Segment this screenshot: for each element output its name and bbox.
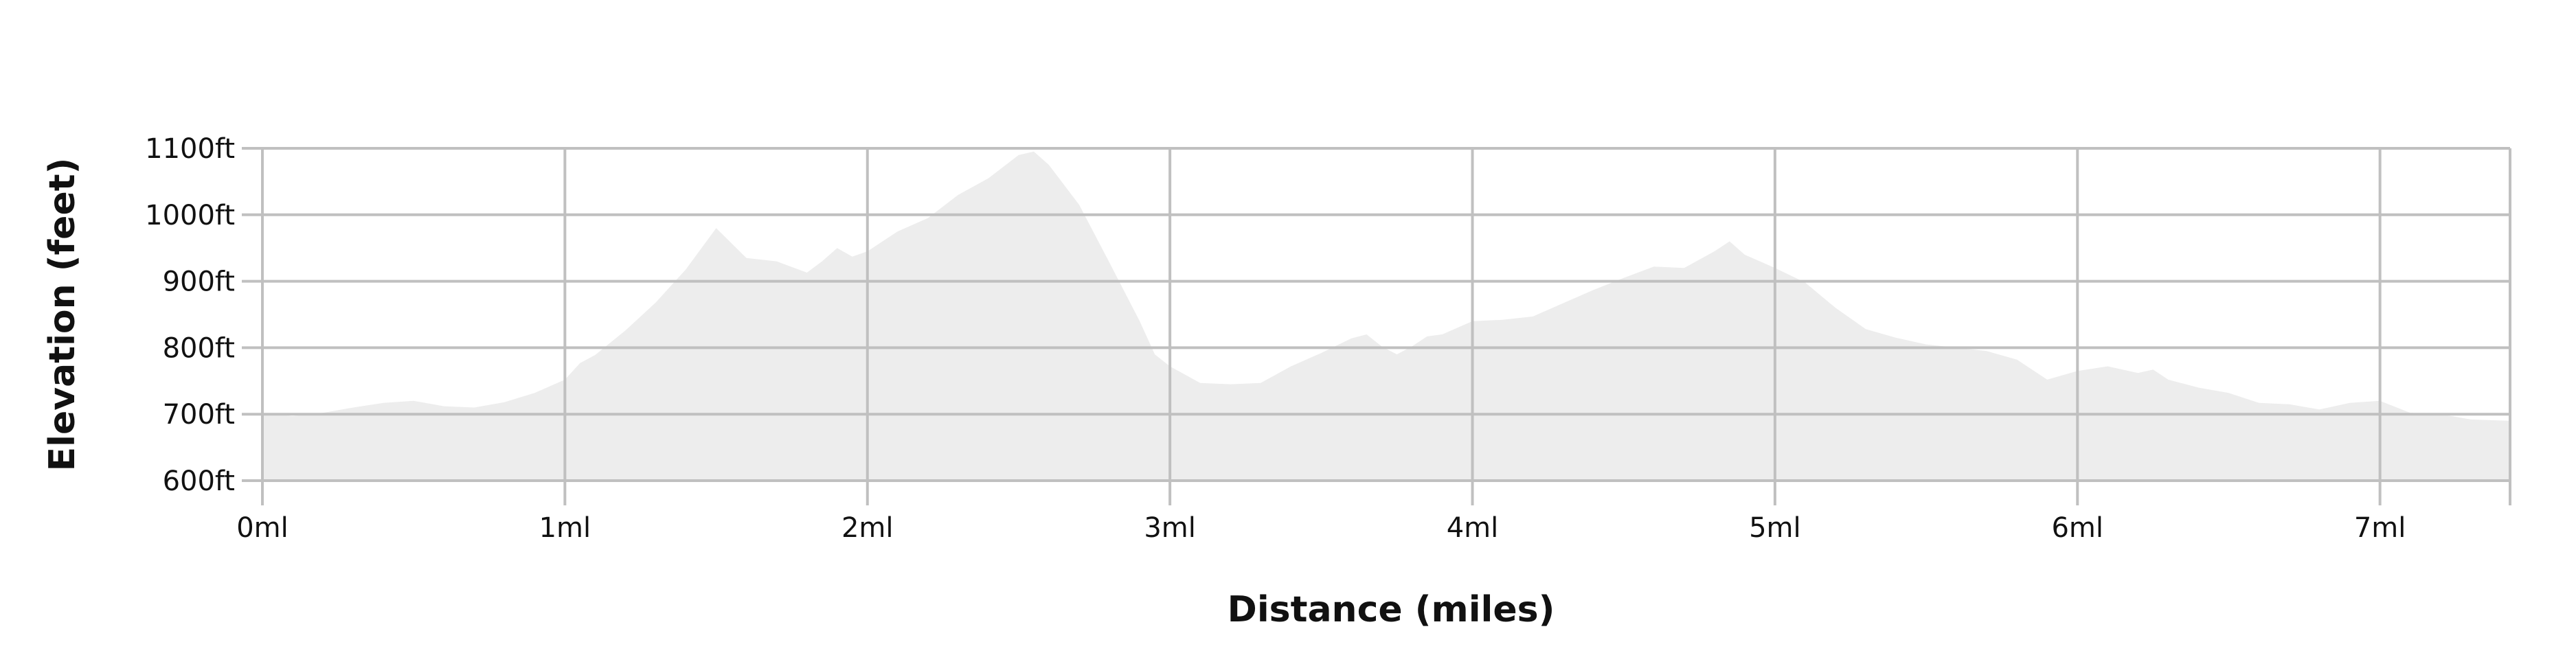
elevation-area [262, 151, 2510, 481]
y-tick-label: 1000ft [145, 200, 235, 231]
x-tick-label: 1ml [539, 512, 591, 544]
x-tick-label: 2ml [841, 512, 894, 544]
grid-layer [242, 147, 2511, 505]
x-tick-label: 0ml [236, 512, 289, 544]
y-tick-label: 900ft [163, 266, 235, 298]
y-tick-label: 800ft [163, 332, 235, 364]
tick-label-layer: 600ft 700ft 800ft 900ft 1000ft 1100ft 0ml 1ml 2m… [145, 133, 2406, 544]
y-tick-label: 600ft [163, 466, 235, 497]
y-axis-title: Elevation (feet) [42, 158, 83, 472]
y-tick-label: 1100ft [145, 133, 235, 165]
x-tick-label: 3ml [1144, 512, 1196, 544]
x-axis-title: Distance (miles) [1228, 589, 1555, 630]
x-tick-label: 5ml [1749, 512, 1801, 544]
y-tick-label: 700ft [163, 399, 235, 431]
x-tick-label: 4ml [1447, 512, 1499, 544]
area-layer [262, 151, 2510, 481]
x-tick-label: 7ml [2354, 512, 2406, 544]
x-tick-label: 6ml [2051, 512, 2103, 544]
